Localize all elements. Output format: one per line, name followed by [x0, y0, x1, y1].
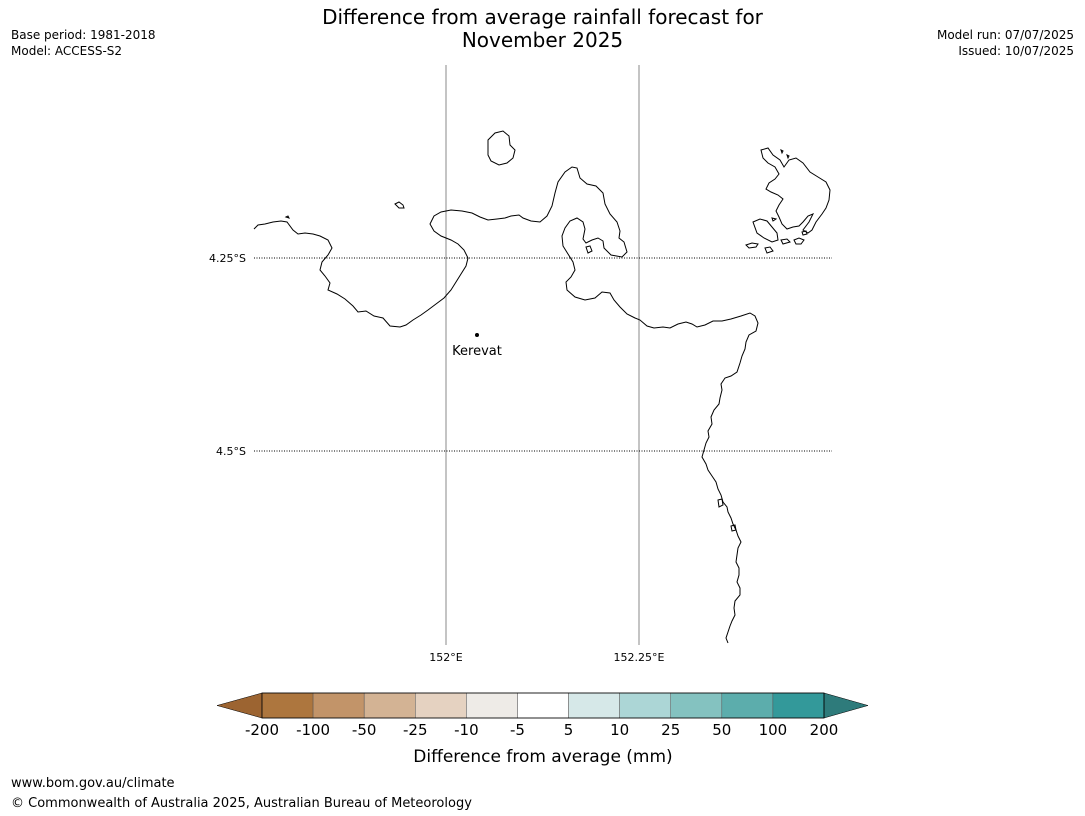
colorbar-tick-label: -100: [296, 721, 330, 739]
coastline-islet-3: [585, 245, 593, 254]
coastline-islet-10: [780, 238, 791, 245]
model-run: Model run: 07/07/2025: [936, 28, 1074, 42]
colorbar-segment: [619, 692, 671, 719]
coastline-islet-6: [771, 217, 778, 222]
coastline-islet-13: [717, 498, 724, 508]
colorbar-outline: [261, 692, 825, 719]
colorbar-tick-label: 25: [661, 721, 680, 739]
lat-label-4-25: 4.25°S: [209, 252, 246, 265]
colorbar-segment: [670, 692, 723, 719]
coastline-island-north: [487, 130, 516, 166]
colorbar-tick-label: -5: [510, 721, 525, 739]
place-label-kerevat: Kerevat: [452, 344, 502, 359]
coastline-islet-7: [752, 218, 779, 243]
lon-label-152: 152°E: [429, 651, 462, 664]
coastline-islet-1: [394, 201, 405, 209]
colorbar-segment: [568, 692, 620, 719]
colorbar-tick-label: 50: [712, 721, 731, 739]
coastline-islet-8: [745, 242, 759, 249]
colorbar-segment: [466, 692, 518, 719]
colorbar-tick-label: -10: [454, 721, 479, 739]
base-period: Base period: 1981-2018: [11, 28, 156, 42]
lon-label-152-25: 152.25°E: [614, 651, 665, 664]
footer-url: www.bom.gov.au/climate: [11, 776, 175, 791]
colorbar-segment: [415, 692, 467, 719]
colorbar: [216, 692, 869, 719]
meta-right: Model run: 07/07/2025 Issued: 10/07/2025: [937, 27, 1074, 59]
coastline-islet-4: [780, 149, 784, 155]
meta-left: Base period: 1981-2018 Model: ACCESS-S2: [11, 27, 156, 59]
title-line-2: November 2025: [461, 28, 624, 52]
footer-copyright: © Commonwealth of Australia 2025, Austra…: [11, 796, 472, 811]
coastline-islet-14: [730, 524, 737, 532]
colorbar-title: Difference from average (mm): [413, 747, 672, 767]
lat-label-4-5: 4.5°S: [216, 445, 246, 458]
model-name: Model: ACCESS-S2: [11, 44, 123, 58]
coastline-main: [253, 166, 759, 644]
page-title: Difference from average rainfall forecas…: [0, 6, 1085, 52]
colorbar-tick-label: 200: [810, 721, 839, 739]
issued-date: Issued: 10/07/2025: [958, 44, 1074, 58]
colorbar-tick-label: -200: [245, 721, 279, 739]
colorbar-tick-label: -50: [352, 721, 377, 739]
title-line-1: Difference from average rainfall forecas…: [322, 5, 763, 29]
colorbar-tick-label: 5: [564, 721, 574, 739]
colorbar-segment: [772, 692, 825, 719]
coastline: [253, 130, 831, 644]
graticule: [254, 65, 832, 645]
colorbar-tick-labels: -200 -100 -50 -25 -10 -5 5 10 25 50 100 200: [245, 721, 838, 739]
colorbar-segment: [261, 692, 314, 719]
colorbar-extend-low: [216, 692, 263, 719]
coastline-islet-2: [284, 215, 290, 219]
colorbar-tick-label: -25: [403, 721, 428, 739]
colorbar-extend-high: [823, 692, 869, 719]
coastline-islet-12: [801, 230, 808, 236]
kerevat-marker: [475, 333, 479, 337]
colorbar-tick-label: 100: [759, 721, 788, 739]
colorbar-segment: [363, 692, 416, 719]
coastline-islet-5: [786, 154, 790, 160]
coastline-duke-of-york: [760, 147, 831, 234]
colorbar-segment: [721, 692, 774, 719]
coastline-islet-11: [793, 237, 805, 245]
colorbar-tick-label: 10: [610, 721, 629, 739]
colorbar-segment: [517, 692, 569, 719]
colorbar-segment: [312, 692, 365, 719]
coastline-islet-9: [764, 246, 774, 254]
